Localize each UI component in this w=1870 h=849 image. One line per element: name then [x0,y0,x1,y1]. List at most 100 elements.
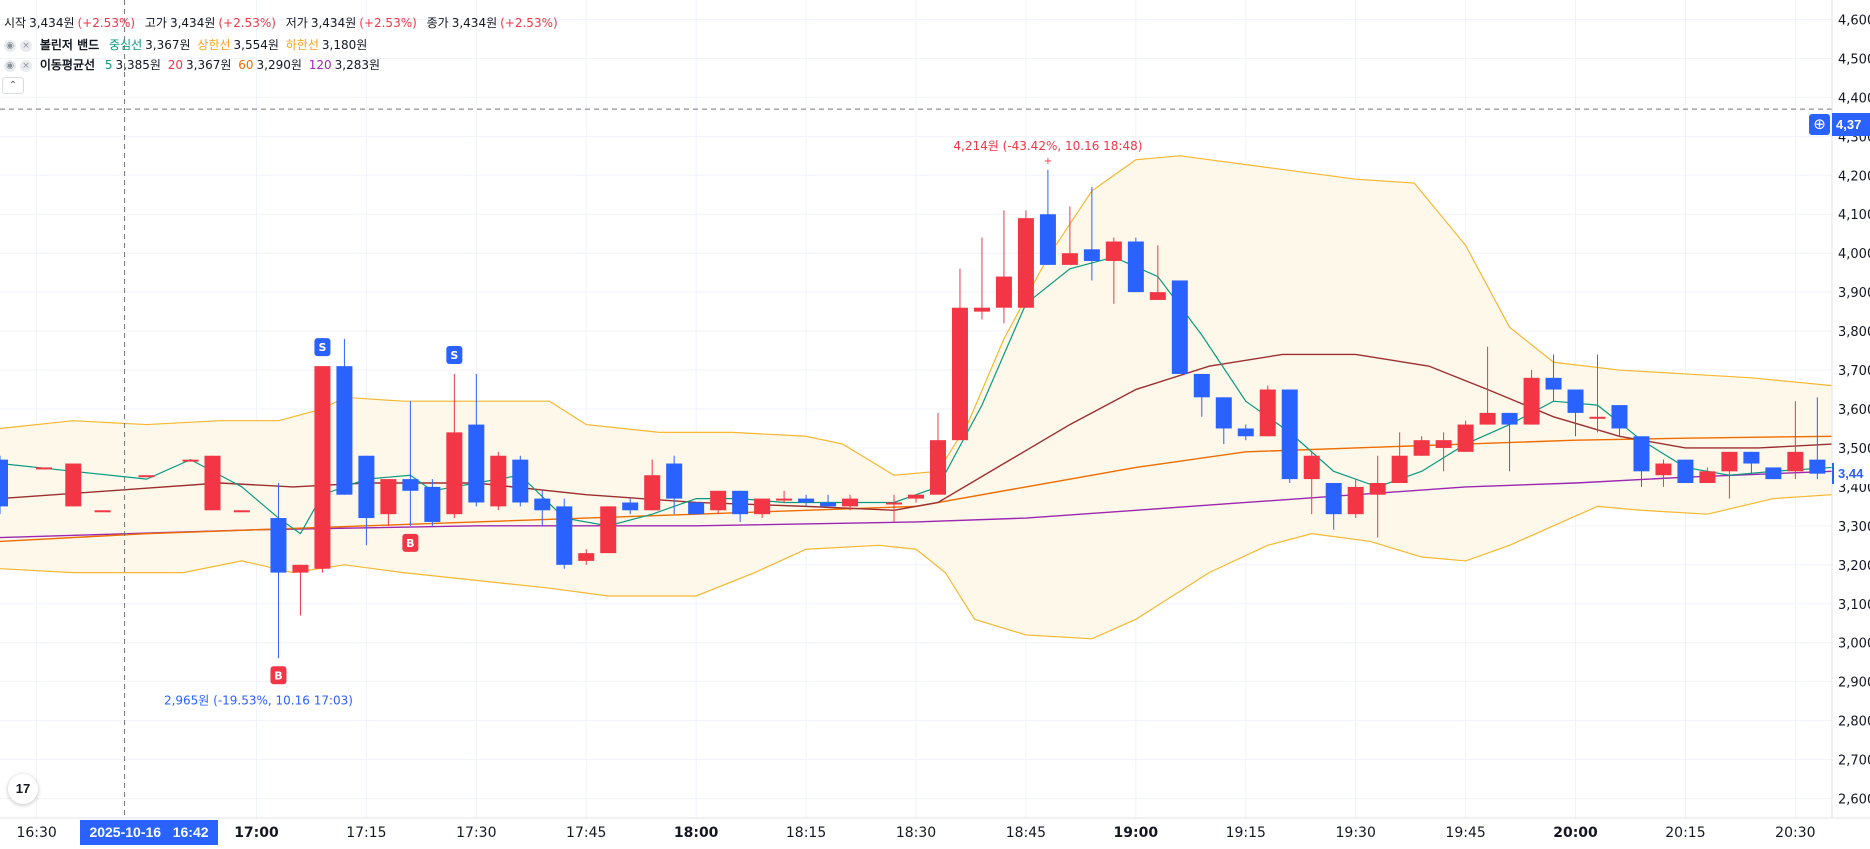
x-tick-label: 17:00 [234,825,279,841]
high-marker-icon: + [1044,156,1052,167]
low-value: 3,434원 [310,16,357,30]
tradingview-logo[interactable]: 17 [8,774,38,804]
y-tick-label: 3,700 [1838,364,1870,379]
x-tick-label: 19:45 [1445,825,1485,841]
close-icon[interactable]: × [20,40,32,52]
ma20-label: 20 [167,58,184,72]
candle-body [1523,377,1540,425]
candle-body [1787,451,1804,472]
candle-body [600,506,617,554]
y-tick-label: 2,900 [1838,676,1870,691]
y-tick-label: 3,600 [1838,403,1870,418]
open-label: 시작 [4,16,27,30]
candle-body [1127,241,1144,293]
candle-body [446,432,463,515]
y-tick-label: 3,300 [1838,520,1870,535]
low-annotation: 2,965원 (-19.53%, 10.16 17:03) [164,693,353,707]
open-change: (+2.53%) [77,16,136,30]
candle-body [1149,292,1166,300]
y-tick-label: 2,700 [1838,754,1870,769]
candle-body [820,502,837,507]
ma-name: 이동평균선 [39,58,96,72]
y-tick-label: 4,600 [1838,13,1870,28]
candle-body [534,498,551,511]
eye-icon[interactable]: ◉ [4,60,16,72]
candle-body [929,440,946,495]
candle-body [1545,377,1562,390]
candle-body [358,455,375,519]
x-tick-label: 20:00 [1553,825,1598,841]
bollinger-legend[interactable]: ◉ × 볼린저 밴드 중심선 3,367원 상한선 3,554원 하한선 3,180원 [4,36,370,53]
candle-body [1765,467,1782,480]
y-tick-label: 3,400 [1838,481,1870,496]
candle-body [380,479,397,515]
candle-body [1259,389,1276,437]
candle-body [886,502,903,505]
sell-marker [314,338,331,357]
candle-body [1193,373,1210,398]
candle-body [556,506,573,565]
ma20-value: 3,367원 [186,58,232,72]
bb-lower-label: 하한선 [285,38,319,52]
marker-label: S [318,341,326,354]
x-tick-label: 20:15 [1665,825,1705,841]
ma120-line [0,470,1833,539]
y-tick-label: 4,000 [1838,247,1870,262]
candle-body [951,307,968,441]
bollinger-band-fill [0,155,1832,639]
candle-body [995,276,1012,308]
bollinger-name: 볼린저 밴드 [39,38,100,52]
candle-body [138,475,155,478]
candle-body [1281,389,1298,480]
candle-body [424,486,441,522]
candle-body [732,490,749,515]
high-label: 고가 [144,16,167,30]
candle-body [1369,483,1386,495]
x-tick-label: 17:30 [456,825,496,841]
candle-body [1303,455,1320,480]
bb-middle-label: 중심선 [109,38,143,52]
crosshair-time-label: 2025-10-16 16:42 [80,820,218,845]
y-tick-label: 3,500 [1838,442,1870,457]
low-label: 저가 [285,16,308,30]
candle-body [270,518,287,573]
candle-body [1171,280,1188,374]
bb-upper-value: 3,554원 [233,38,279,52]
candle-body [292,564,309,573]
close-icon[interactable]: × [20,60,32,72]
candle-body [1413,440,1430,456]
candle-body [1105,241,1122,261]
candle-body [578,553,595,561]
x-tick-label: 18:45 [1006,825,1046,841]
x-tick-label: 19:00 [1114,825,1159,841]
eye-icon[interactable]: ◉ [4,40,16,52]
candle-body [1017,218,1034,308]
ma-legend[interactable]: ◉ × 이동평균선 5 3,385원 20 3,367원 60 3,290원 120 3,… [4,56,383,73]
x-tick-label: 19:30 [1336,825,1376,841]
candle-body [710,490,727,511]
low-change: (+2.53%) [359,16,417,30]
candle-body [973,307,990,312]
ma5-value: 3,385원 [115,58,161,72]
bb-lower-value: 3,180원 [321,38,368,52]
marker-label: S [450,349,458,362]
plus-icon: ⊕ [1813,116,1826,133]
candle-body [402,479,419,491]
high-value: 3,434원 [169,16,216,30]
candle-body [512,459,529,503]
candle-body [1215,397,1232,429]
add-alert-button[interactable]: ⊕ [1809,114,1830,135]
ma60-label: 60 [238,58,254,72]
candle-body [1325,483,1342,515]
candle-body [35,467,52,470]
candle-body [908,494,924,499]
collapse-legend-button[interactable]: ⌃ [2,77,24,94]
candle-body [314,366,331,569]
last-price-label: 3,44 [1832,463,1870,484]
close-change: (+2.53%) [500,16,558,30]
candle-body [182,459,199,462]
candle-body [1743,451,1760,464]
y-tick-label: 4,100 [1838,208,1870,223]
candle-body [1809,459,1826,474]
